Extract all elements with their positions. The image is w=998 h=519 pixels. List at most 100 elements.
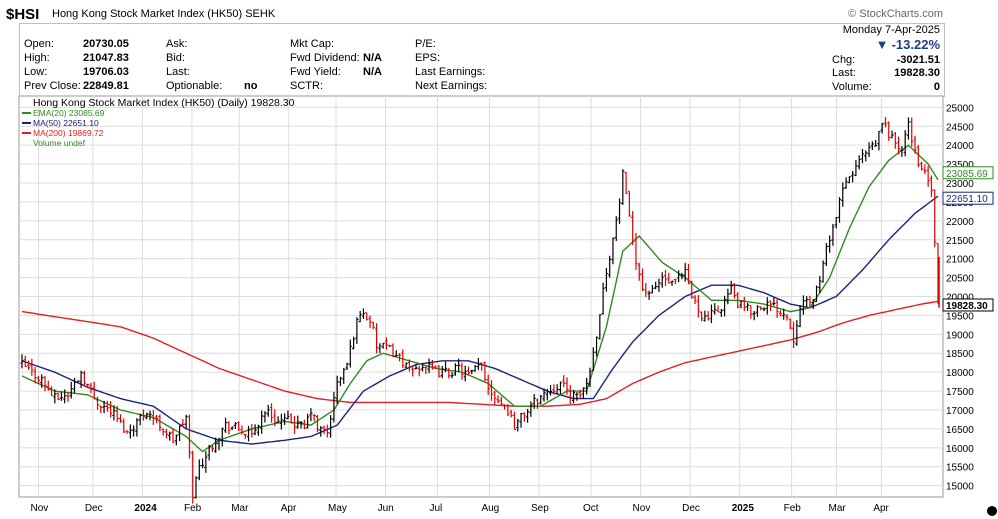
ohlc-bar — [772, 297, 776, 306]
quote-date: Monday 7-Apr-2025 — [842, 24, 940, 36]
ohlc-bar — [542, 388, 546, 402]
ohlc-bar — [95, 396, 100, 410]
ohlc-bar — [161, 428, 165, 436]
ohlc-bar — [496, 395, 500, 404]
ohlc-bar — [312, 414, 316, 422]
ohlc-bar — [453, 363, 457, 376]
fwd-yield-value: N/A — [363, 66, 382, 78]
ohlc-bar — [99, 405, 103, 413]
ohlc-bar — [260, 410, 264, 434]
ohlc-bar — [302, 419, 306, 430]
ohlc-bar — [355, 317, 359, 344]
ohlc-bar — [384, 337, 389, 350]
y-tick-label: 19000 — [946, 330, 974, 341]
prev-close-value: 22849.81 — [83, 80, 129, 92]
ohlc-bar — [503, 404, 507, 410]
ohlc-bar — [109, 400, 113, 418]
ohlc-bar — [197, 459, 201, 481]
ohlc-bar — [857, 155, 861, 170]
ohlc-bar — [155, 414, 159, 424]
ohlc-bar — [296, 415, 300, 429]
y-tick-label: 20500 — [946, 274, 974, 285]
ohlc-bar — [654, 281, 658, 290]
ohlc-bar — [220, 427, 224, 447]
y-tick-label: 19500 — [946, 311, 974, 322]
ohlc-bar — [141, 409, 146, 421]
ohlc-bar — [867, 142, 871, 157]
ohlc-bar — [246, 425, 251, 442]
price-tag: 19828.30 — [942, 298, 994, 312]
ohlc-bar — [368, 315, 372, 328]
legend-ema: EMA(20) 23085.69 — [33, 108, 105, 118]
ohlc-bar — [558, 381, 563, 395]
price-tag-text: 23085.69 — [946, 169, 988, 180]
ohlc-bar — [893, 131, 897, 149]
ohlc-bar — [463, 365, 467, 382]
legend-ma50: MA(50) 22651.10 — [33, 118, 99, 128]
ohlc-bar — [601, 282, 605, 315]
ohlc-bar — [53, 389, 57, 404]
ohlc-bar — [919, 161, 924, 171]
ohlc-bar — [594, 336, 599, 357]
ohlc-bar — [66, 391, 70, 403]
pe-label: P/E: — [415, 38, 436, 50]
ohlc-bar — [844, 177, 848, 190]
ohlc-bar — [361, 308, 366, 319]
ohlc-bar — [447, 367, 451, 379]
ohlc-bar — [552, 384, 556, 395]
ohlc-bar — [900, 146, 904, 157]
ohlc-bar — [476, 358, 480, 371]
chg-label: Chg: — [832, 54, 856, 66]
ohlc-bar — [578, 389, 582, 399]
x-tick-label: Aug — [481, 503, 499, 514]
prev-close-label: Prev Close: — [24, 80, 81, 92]
ohlc-bar — [223, 417, 228, 433]
brand-label[interactable]: © StockCharts.com — [848, 8, 943, 20]
ohlc-bar — [56, 392, 60, 401]
ohlc-bar — [210, 445, 215, 453]
y-tick-label: 25000 — [946, 103, 974, 114]
ohlc-bar — [722, 295, 727, 317]
last-label: Last: — [166, 66, 190, 78]
ohlc-bar — [785, 314, 789, 321]
ohlc-bar — [522, 412, 526, 422]
ohlc-bar — [289, 413, 293, 424]
ohlc-bar — [795, 320, 799, 346]
ohlc-bar — [381, 342, 385, 349]
ohlc-bar — [644, 283, 648, 297]
ohlc-bar — [486, 374, 490, 395]
ohlc-bar — [168, 431, 172, 441]
ohlc-bar — [177, 425, 182, 442]
ohlc-bar — [92, 381, 96, 400]
price-tag-box — [942, 191, 994, 205]
x-tick-label: Nov — [633, 503, 651, 514]
sctr-label: SCTR: — [290, 80, 323, 92]
y-tick-label: 15000 — [946, 482, 974, 493]
change-percent: ▼ -13.22% — [875, 37, 940, 52]
ohlc-bar — [581, 387, 586, 399]
ohlc-bar — [306, 413, 310, 429]
ohlc-bar — [545, 388, 549, 401]
ohlc-bar — [621, 169, 625, 205]
ohlc-bar — [535, 398, 540, 409]
ohlc-bar — [299, 420, 303, 429]
ohlc-bar — [227, 421, 231, 435]
ohlc-bar — [371, 321, 375, 330]
ohlc-bar — [82, 370, 86, 387]
ohlc-bar — [775, 298, 779, 318]
x-tick-label: May — [328, 503, 347, 514]
ohlc-bar — [457, 358, 461, 372]
ohlc-bar — [801, 295, 805, 315]
ohlc-bar — [434, 365, 438, 369]
ohlc-bar — [46, 380, 50, 391]
price-tag-text: 22651.10 — [946, 194, 988, 205]
ohlc-bar — [424, 366, 428, 375]
ohlc-bar — [814, 285, 819, 303]
ohlc-bar — [627, 190, 631, 217]
ohlc-bar — [391, 343, 395, 358]
ohlc-bar — [263, 411, 267, 423]
ohlc-bar — [187, 414, 192, 459]
ohlc-bar — [358, 311, 362, 323]
ohlc-bar — [923, 164, 927, 175]
ohlc-bar — [135, 418, 139, 437]
